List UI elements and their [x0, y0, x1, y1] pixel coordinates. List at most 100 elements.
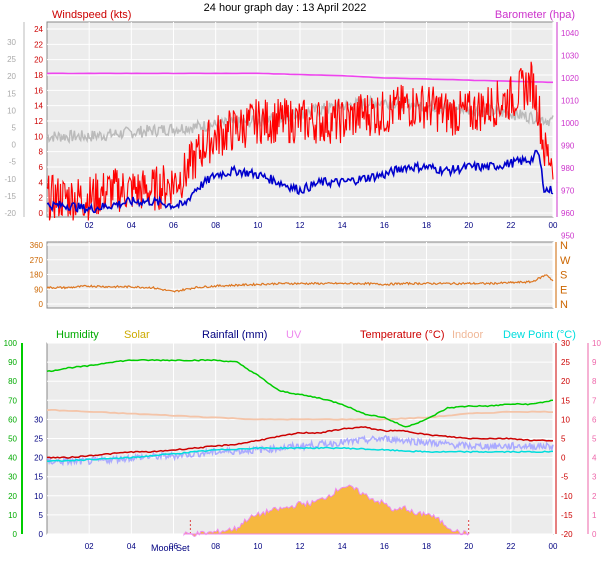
- windspeed-tick-label: 10: [34, 132, 43, 141]
- direction-tick-label: 180: [30, 271, 44, 280]
- outer-tick-label: 20: [7, 72, 16, 81]
- uv-tick-label: 9: [592, 358, 597, 367]
- temperature-right-tick-label: 30: [561, 339, 570, 348]
- temperature-time-tick-label: 20: [464, 542, 473, 551]
- outer-tick-label: 0: [12, 141, 17, 150]
- temperature-right-tick-label: -10: [561, 492, 573, 501]
- temperature-legend: Humidity Solar Rainfall (mm) UV Temperature …: [56, 329, 576, 341]
- temperature-time-tick-label: 08: [211, 542, 220, 551]
- outer-tick-label: 10: [7, 106, 16, 115]
- indoor-line: [46, 408, 553, 421]
- humidity-line: [46, 358, 554, 428]
- direction-axis: 0 90 180 270 360: [30, 241, 44, 309]
- temperature-right-tick-label: -5: [561, 473, 569, 482]
- wind-time-tick-label: 14: [338, 221, 347, 230]
- temperature-time-tick-label: 10: [253, 542, 262, 551]
- windspeed-line: [46, 61, 554, 221]
- temperature-time-tick-label: 00: [549, 542, 558, 551]
- humidity-tick-label: 90: [8, 358, 17, 367]
- wind-average-line: [46, 149, 554, 214]
- barometer-axis-label: Barometer (hpa): [495, 9, 575, 21]
- temperature-left-tick-label: 10: [34, 492, 43, 501]
- legend-entry: Rainfall (mm): [202, 329, 267, 341]
- wind-time-tick-label: 04: [127, 221, 136, 230]
- outer-tick-label: -5: [9, 158, 17, 167]
- uv-tick-label: 7: [592, 396, 597, 405]
- barometer-tick-label: 960: [561, 209, 575, 218]
- humidity-tick-label: 60: [8, 415, 17, 424]
- dewpoint-line: [46, 446, 553, 463]
- barometer-axis: 960 970 980 990 1000 1010 1020 1030 1040 950: [556, 22, 579, 241]
- temperature-time-axis: 02 04 06 08 10 12 14 16 18 20 22 00: [85, 542, 558, 551]
- humidity-tick-label: 40: [8, 454, 17, 463]
- moon-set-label: Moon Set: [151, 543, 190, 553]
- temperature-left-axis: 0 5 10 15 20 25 30: [34, 415, 43, 539]
- windspeed-tick-label: 12: [34, 117, 43, 126]
- barometer-tick-label: 1010: [561, 96, 579, 105]
- direction-tick-label: 0: [39, 300, 44, 309]
- windspeed-tick-label: 2: [39, 194, 44, 203]
- uv-tick-label: 2: [592, 492, 597, 501]
- compass-label: S: [560, 270, 567, 282]
- windspeed-tick-label: 24: [34, 25, 43, 34]
- wind-time-tick-label: 08: [211, 221, 220, 230]
- outer-tick-label: 25: [7, 55, 16, 64]
- temperature-time-tick-label: 16: [380, 542, 389, 551]
- temperature-right-axis: -20 -15 -10 -5 0 5 10 15 20 25 30: [555, 339, 573, 539]
- uv-tick-label: 5: [592, 435, 597, 444]
- wind-time-tick-label: 12: [296, 221, 305, 230]
- temperature-right-tick-label: 25: [561, 358, 570, 367]
- wind-outer-axis: -20 -15 -10 -5 0 5 10 15 20 25 30: [4, 22, 25, 218]
- uv-tick-label: 3: [592, 473, 597, 482]
- temperature-right-tick-label: 15: [561, 396, 570, 405]
- temperature-left-tick-label: 15: [34, 473, 43, 482]
- direction-grid: [47, 242, 554, 308]
- temperature-series: [46, 358, 554, 537]
- outer-tick-label: -15: [4, 192, 16, 201]
- direction-tick-label: 270: [30, 256, 44, 265]
- outer-tick-label: 15: [7, 89, 16, 98]
- temperature-time-tick-label: 14: [338, 542, 347, 551]
- outer-tick-label: -20: [4, 209, 16, 218]
- barometer-tick-label: 1000: [561, 119, 579, 128]
- humidity-tick-label: 10: [8, 511, 17, 520]
- temperature-right-tick-label: 10: [561, 415, 570, 424]
- compass-label: N: [560, 299, 568, 311]
- humidity-tick-label: 50: [8, 435, 17, 444]
- wind-time-tick-label: 18: [422, 221, 431, 230]
- outer-tick-label: 5: [12, 124, 17, 133]
- barometer-tick-label: 980: [561, 164, 575, 173]
- legend-entry: Humidity: [56, 329, 99, 341]
- compass-label: E: [560, 284, 567, 296]
- temperature-right-tick-label: 20: [561, 377, 570, 386]
- humidity-tick-label: 80: [8, 377, 17, 386]
- barometer-tick-label: 970: [561, 186, 575, 195]
- barometer-tick-label: 950: [561, 232, 575, 241]
- humidity-axis: 0 10 20 30 40 50 60 70 80 90 100: [4, 339, 23, 539]
- legend-entry: Temperature (°C): [360, 329, 444, 341]
- windspeed-tick-label: 22: [34, 40, 43, 49]
- windspeed-tick-label: 18: [34, 71, 43, 80]
- direction-line: [46, 274, 554, 293]
- barometer-tick-label: 990: [561, 141, 575, 150]
- wind-time-tick-label: 06: [169, 221, 178, 230]
- windspeed-tick-label: 8: [39, 148, 44, 157]
- windspeed-tick-label: 16: [34, 86, 43, 95]
- temperature-time-tick-label: 04: [127, 542, 136, 551]
- temperature-left-tick-label: 30: [34, 415, 43, 424]
- graph-title: 24 hour graph day : 13 April 2022: [204, 2, 367, 14]
- direction-series: [46, 274, 554, 293]
- temperature-left-tick-label: 0: [39, 530, 44, 539]
- temperature-left-tick-label: 20: [34, 454, 43, 463]
- wind-time-tick-label: 16: [380, 221, 389, 230]
- wind-time-tick-label: 02: [85, 221, 94, 230]
- temperature-left-tick-label: 5: [39, 511, 44, 520]
- wind-time-tick-label: 22: [506, 221, 515, 230]
- temperature-right-tick-label: -15: [561, 511, 573, 520]
- temperature-time-tick-label: 02: [85, 542, 94, 551]
- solar-area: [183, 484, 470, 537]
- humidity-tick-label: 100: [4, 339, 18, 348]
- uv-tick-label: 4: [592, 454, 597, 463]
- barometer-line: [46, 72, 553, 84]
